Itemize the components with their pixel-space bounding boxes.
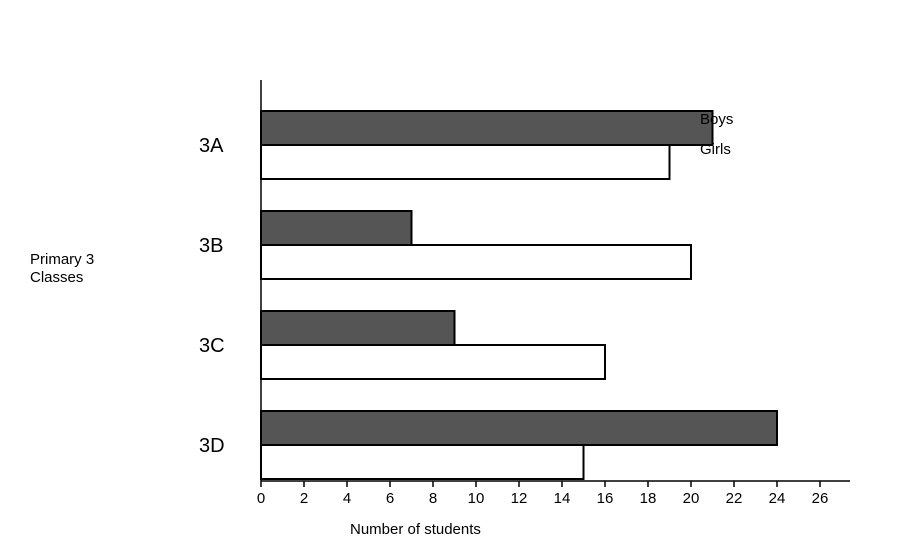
- bars-group: [260, 110, 778, 480]
- x-tick-label: 16: [597, 490, 614, 507]
- bar-3d-boys: [260, 410, 778, 446]
- x-tick-label: 0: [257, 490, 265, 507]
- x-tick-label: 12: [511, 490, 528, 507]
- x-tick-label: 20: [683, 490, 700, 507]
- x-tick-label: 6: [386, 490, 394, 507]
- y-axis-title: Primary 3 Classes: [30, 251, 98, 286]
- x-axis-title: Number of students: [350, 521, 481, 538]
- category-label-3d: 3D: [199, 435, 225, 457]
- legend-girls-label: Girls: [700, 141, 731, 158]
- bar-3b-girls: [260, 244, 692, 280]
- bar-3b-boys: [260, 210, 413, 246]
- x-ticks-group: 0 2 4 6 8 10 12 14 16 18 20 22 24 26: [257, 481, 829, 507]
- bar-3a-girls: [260, 144, 671, 180]
- x-tick-label: 24: [769, 490, 786, 507]
- x-tick-label: 14: [554, 490, 571, 507]
- x-tick-label: 22: [726, 490, 743, 507]
- x-tick-label: 26: [812, 490, 829, 507]
- bar-3c-boys: [260, 310, 456, 346]
- x-tick-label: 18: [640, 490, 657, 507]
- x-tick-label: 10: [468, 490, 485, 507]
- y-axis-title-line-2: Classes: [30, 269, 83, 286]
- category-label-3c: 3C: [199, 335, 225, 357]
- bar-3a-boys: [260, 110, 714, 146]
- y-axis-title-line-1: Primary 3: [30, 251, 94, 268]
- category-label-3b: 3B: [199, 235, 223, 257]
- legend-boys-label: Boys: [700, 111, 733, 128]
- x-tick-label: 2: [300, 490, 308, 507]
- category-label-3a: 3A: [199, 135, 224, 157]
- category-labels-group: 3A 3B 3C 3D: [199, 135, 225, 457]
- x-tick-label: 4: [343, 490, 351, 507]
- bar-3c-girls: [260, 344, 606, 380]
- x-tick-label: 8: [429, 490, 437, 507]
- bar-3d-girls: [260, 444, 585, 480]
